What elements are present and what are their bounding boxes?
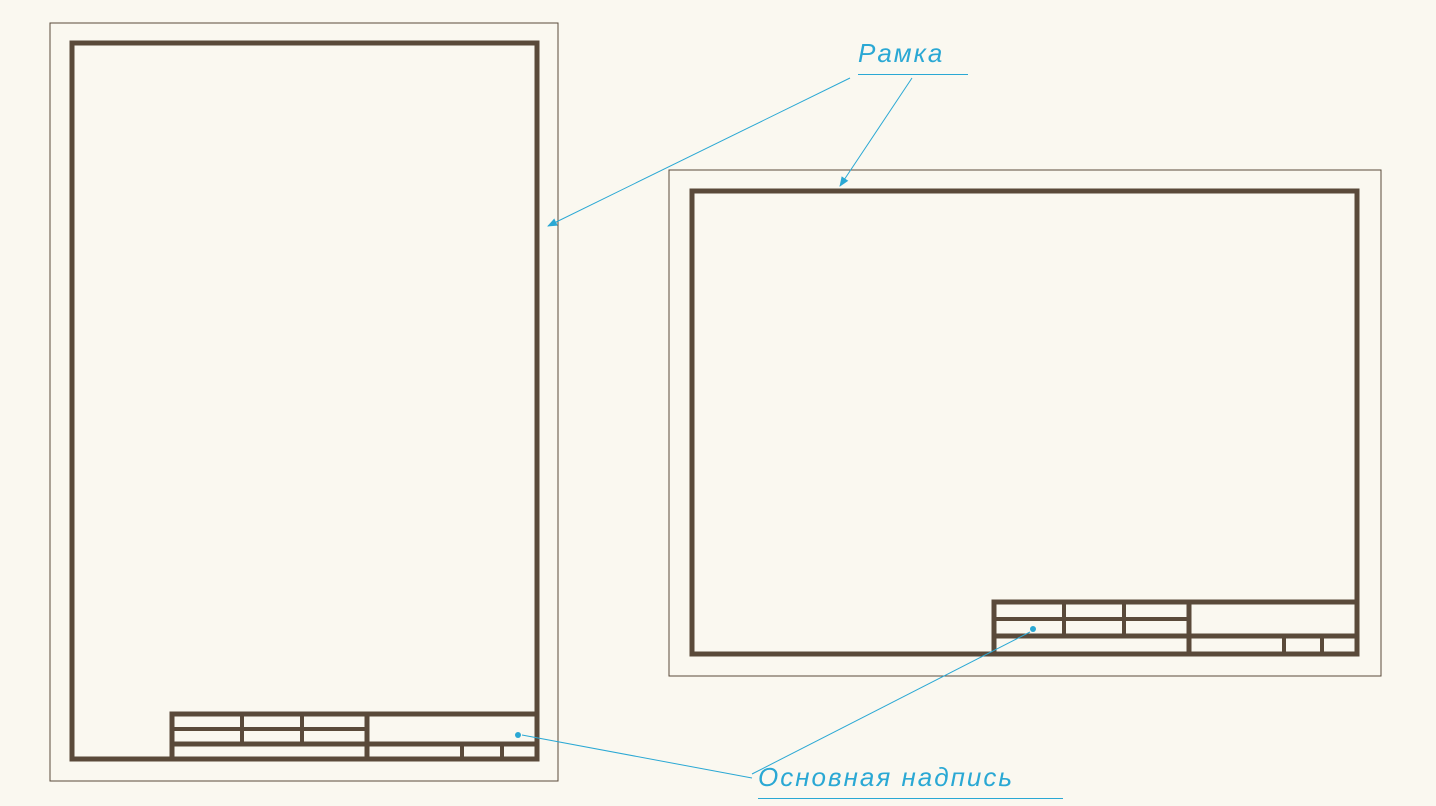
title-block-portrait (172, 714, 537, 759)
portrait-frame (50, 23, 558, 781)
arrow-frame-to-portrait (548, 78, 850, 226)
label-frame: Рамка (858, 38, 944, 69)
diagram-canvas (0, 0, 1436, 806)
title-block-landscape (994, 602, 1357, 654)
arrow-titleblock-to-portrait (522, 735, 752, 778)
underline-frame (858, 74, 968, 75)
landscape-frame (669, 170, 1381, 676)
label-title-block: Основная надпись (758, 762, 1014, 793)
underline-title-block (758, 798, 1063, 799)
dot-landscape (1030, 626, 1036, 632)
dot-portrait (515, 732, 521, 738)
annotation-arrows (515, 78, 1036, 778)
